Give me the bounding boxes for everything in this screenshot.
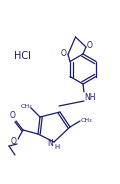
Text: HCl: HCl: [14, 51, 30, 61]
Text: NH: NH: [84, 93, 96, 102]
Text: CH₃: CH₃: [20, 103, 32, 109]
Text: CH₃: CH₃: [80, 118, 92, 123]
Text: N: N: [47, 139, 53, 148]
Text: O: O: [11, 137, 17, 146]
Text: O: O: [87, 42, 93, 50]
Text: O: O: [10, 112, 16, 121]
Text: O: O: [61, 49, 67, 58]
Text: H: H: [54, 144, 60, 150]
